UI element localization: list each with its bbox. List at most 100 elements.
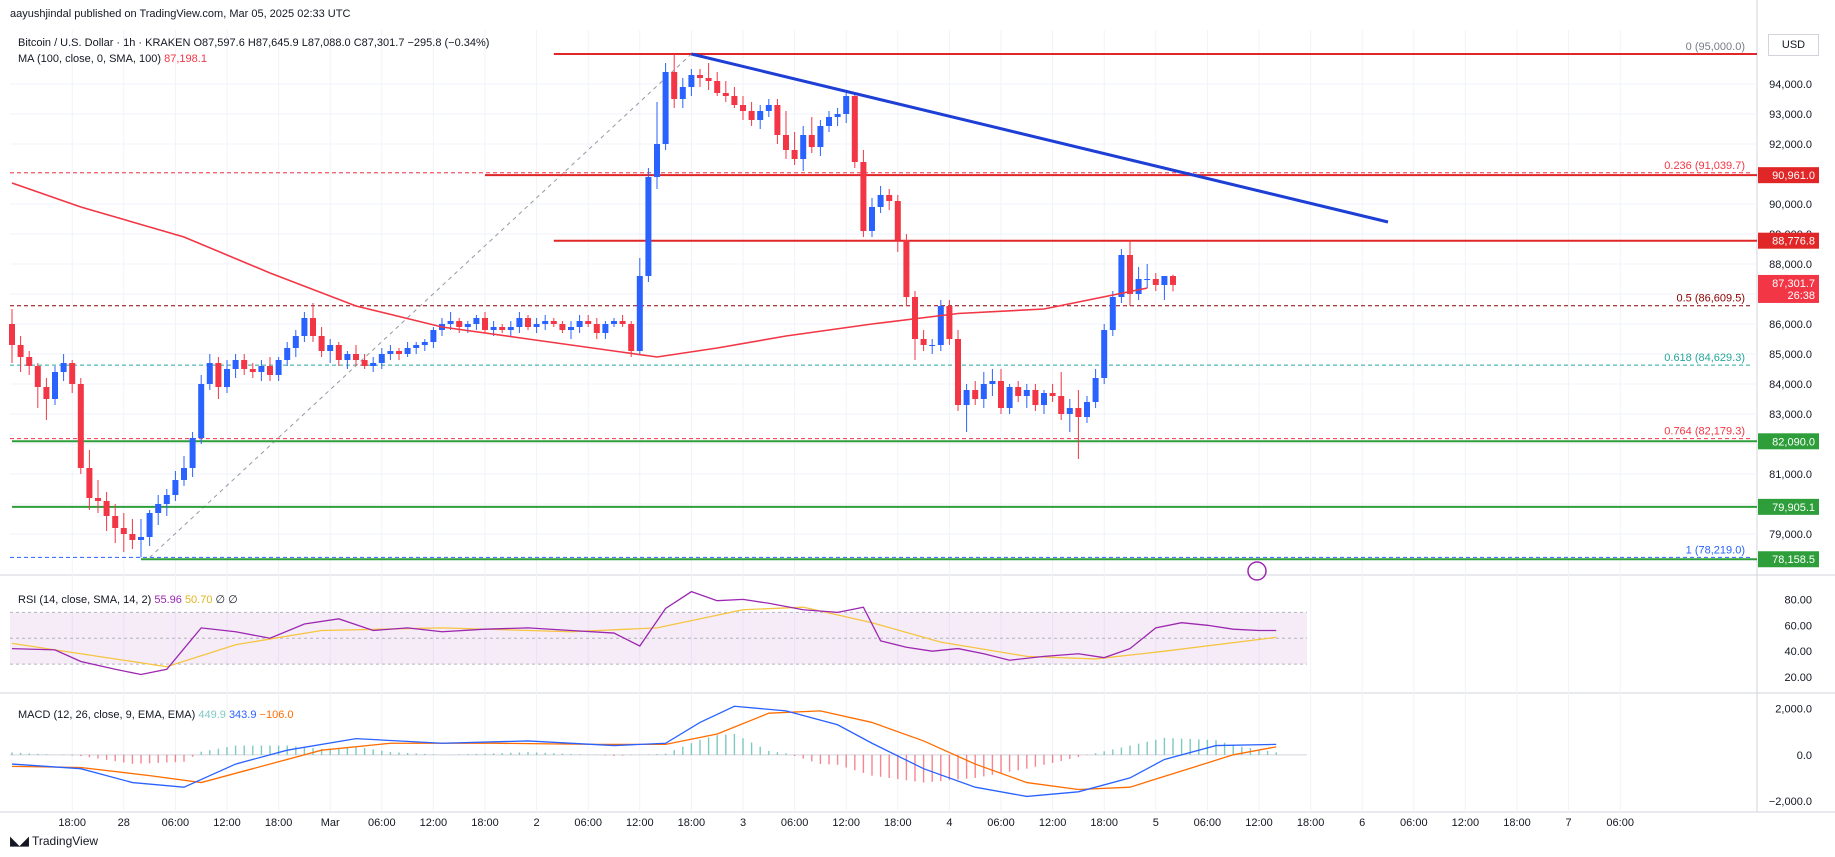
candle-up: [172, 480, 179, 495]
candle-up: [688, 75, 695, 87]
fib-level-label: 0.5 (86,609.5): [1677, 293, 1746, 305]
candle-down: [860, 162, 867, 231]
tradingview-logo[interactable]: ◣◢ TradingView: [10, 833, 98, 849]
candle-up: [344, 354, 351, 360]
rsi-y-tick: 60.00: [1784, 620, 1812, 632]
candle-up: [602, 324, 609, 333]
support-78158-label: 78,158.5: [1772, 554, 1815, 566]
candle-up: [937, 306, 944, 345]
candle-down: [1058, 396, 1065, 414]
candle-down: [318, 336, 325, 351]
candle-up: [292, 336, 299, 348]
candle-down: [1075, 408, 1082, 417]
candle-up: [877, 195, 884, 207]
candle-up: [929, 345, 936, 346]
candle-down: [585, 321, 592, 324]
candle-up: [568, 327, 574, 330]
current-price-label: 87,301.7: [1772, 278, 1815, 290]
x-tick-label: 28: [118, 817, 130, 829]
rsi-extra: ∅ ∅: [215, 594, 238, 606]
candle-up: [327, 345, 334, 351]
rsi-y-tick: 20.00: [1784, 672, 1812, 684]
y-tick-label: 88,000.0: [1769, 259, 1812, 271]
x-tick-label: 12:00: [213, 817, 241, 829]
candle-down: [120, 528, 127, 534]
candle-down: [955, 339, 961, 405]
candle-down: [69, 363, 76, 384]
support-78158-label-bg: [1758, 551, 1819, 568]
candle-down: [894, 201, 901, 240]
candle-up: [1006, 387, 1013, 408]
x-tick-label: 18:00: [1090, 817, 1118, 829]
x-tick-label: 06:00: [1606, 817, 1634, 829]
macd-legend: MACD (12, 26, close, 9, EMA, EMA) 449.9 …: [18, 709, 293, 721]
fib-level-label: 1 (78,219.0): [1686, 544, 1745, 556]
candle-up: [989, 381, 996, 384]
candle-down: [241, 360, 248, 369]
y-tick-label: 92,000.0: [1769, 139, 1812, 151]
x-tick-label: 12:00: [626, 817, 654, 829]
candle-up: [1118, 255, 1125, 297]
support-79905-label: 79,905.1: [1772, 502, 1815, 514]
countdown-label: 26:38: [1787, 290, 1815, 302]
candle-up: [1135, 279, 1142, 294]
candle-up: [387, 351, 394, 354]
candle-up: [1161, 276, 1168, 285]
candle-down: [593, 324, 600, 333]
rsi-y-tick: 40.00: [1784, 646, 1812, 658]
candle-up: [869, 207, 875, 231]
x-tick-label: 18:00: [1297, 817, 1325, 829]
candle-down: [456, 321, 463, 327]
publisher-line: aayushjindal published on TradingView.co…: [10, 8, 351, 20]
candle-down: [17, 345, 24, 357]
candle-up: [611, 321, 617, 324]
candle-down: [9, 324, 15, 345]
candle-up: [206, 363, 213, 384]
candle-down: [525, 318, 531, 327]
rsi-label[interactable]: RSI (14, close, SMA, 14, 2): [18, 594, 152, 606]
candle-down: [783, 135, 789, 150]
candle-up: [507, 327, 514, 330]
flash-icon: [1247, 561, 1267, 581]
candle-up: [636, 276, 643, 351]
candle-down: [886, 195, 893, 201]
candle-up: [1109, 297, 1116, 330]
candle-up: [155, 504, 162, 513]
x-tick-label: 06:00: [987, 817, 1015, 829]
resistance-90961-label: 90,961.0: [1772, 170, 1815, 182]
x-tick-label: 7: [1566, 817, 1572, 829]
candle-up: [980, 384, 987, 399]
macd-signal-line: [11, 710, 1277, 791]
x-tick-label: 2: [534, 817, 540, 829]
candle-up: [1041, 393, 1047, 405]
candle-down: [731, 96, 738, 105]
support-82090-label: 82,090.0: [1772, 436, 1815, 448]
candle-up: [533, 324, 540, 327]
candle-down: [129, 534, 136, 540]
resistance-88776-label-bg: [1758, 232, 1819, 249]
rsi-sma-value: 50.70: [184, 594, 213, 606]
rsi-sma-line: [11, 606, 1277, 668]
candle-down: [972, 390, 979, 399]
ma-legend: MA (100, close, 0, SMA, 100) 87,198.1: [18, 53, 207, 65]
candle-up: [189, 438, 196, 468]
fib-level-label: 0 (95,000.0): [1686, 41, 1745, 53]
candle-down: [310, 318, 316, 336]
macd-label[interactable]: MACD (12, 26, close, 9, EMA, EMA): [18, 709, 196, 721]
current-price-bg: [1758, 274, 1819, 303]
candle-up: [1144, 279, 1151, 280]
candle-up: [224, 369, 230, 387]
candle-up: [1023, 390, 1030, 396]
x-tick-label: 18:00: [884, 817, 912, 829]
macd-line: [11, 705, 1277, 798]
candle-up: [817, 126, 824, 147]
symbol-title[interactable]: Bitcoin / U.S. Dollar · 1h · KRAKEN: [18, 37, 191, 49]
x-tick-label: 18:00: [678, 817, 706, 829]
currency-button[interactable]: USD: [1768, 34, 1819, 56]
ma-label[interactable]: MA (100, close, 0, SMA, 100): [18, 53, 162, 65]
candle-up: [834, 114, 841, 117]
candle-down: [103, 501, 110, 516]
candle-up: [413, 345, 420, 348]
candle-down: [267, 366, 273, 375]
